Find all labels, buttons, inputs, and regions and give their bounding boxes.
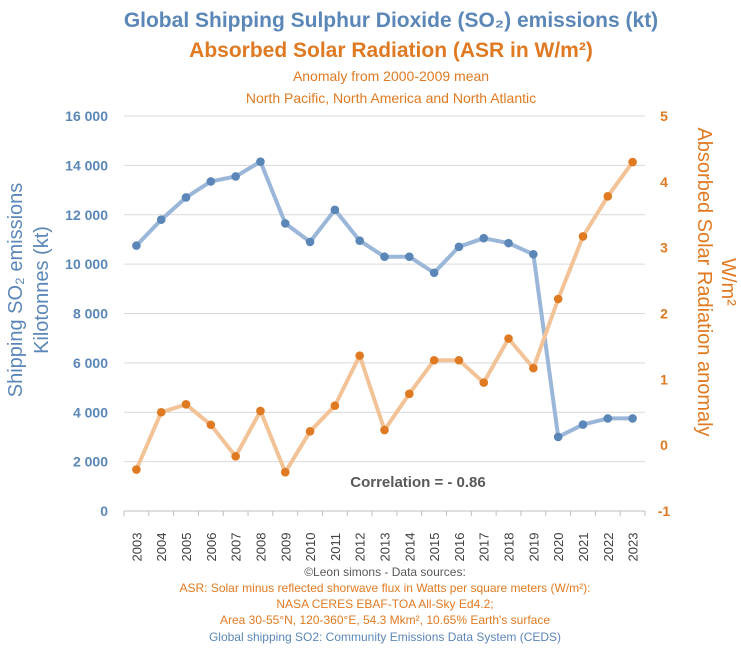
data-point-asr <box>256 406 265 416</box>
left-axis-ticks: 16 000 14 000 12 000 10 000 8 000 6 000 4 000 2… <box>65 108 108 519</box>
left-axis-tick-label: 8 000 <box>73 306 108 322</box>
data-point-so2 <box>479 233 489 243</box>
x-axis-tick-label: 2016 <box>452 533 467 562</box>
left-axis-tick-label: 12 000 <box>65 207 108 223</box>
x-axis-tick-label: 2009 <box>278 533 293 562</box>
right-axis-tick-label: 5 <box>660 108 668 124</box>
data-point-asr <box>479 378 489 387</box>
data-point-asr <box>132 465 141 474</box>
left-axis-unit-label: Kilotonnes (kt) <box>31 226 53 354</box>
left-axis-label: Shipping SO₂ emissions <box>5 183 27 398</box>
data-point-so2 <box>206 177 216 186</box>
source-credit: ©Leon simons - Data sources: <box>304 565 466 579</box>
data-point-asr <box>628 157 637 167</box>
x-axis-tick-label: 2008 <box>253 533 268 562</box>
data-point-so2 <box>578 420 588 429</box>
correlation-annotation: Correlation = - 0.86 <box>350 474 485 491</box>
left-axis-tick-label: 4 000 <box>73 404 108 420</box>
source-ceres: NASA CERES EBAF-TOA All-Sky Ed4.2; <box>276 597 493 611</box>
data-point-asr <box>504 334 513 343</box>
x-axis-tick-label: 2012 <box>353 533 368 562</box>
x-axis-tick-label: 2018 <box>502 533 517 562</box>
data-point-asr <box>206 420 216 430</box>
data-point-so2 <box>156 215 166 224</box>
chart-subtitle-region: North Pacific, North America and North A… <box>246 90 536 106</box>
chart-title-secondary: Absorbed Solar Radiation (ASR in W/m²) <box>189 39 593 62</box>
left-axis-tick-label: 16 000 <box>65 108 108 124</box>
data-point-so2 <box>256 157 265 166</box>
data-point-asr <box>578 232 588 241</box>
data-point-asr <box>355 351 364 360</box>
data-point-asr <box>454 355 464 365</box>
data-point-asr <box>280 467 290 477</box>
data-point-asr <box>181 400 191 409</box>
data-point-asr <box>405 389 414 399</box>
x-axis-tick-label: 2007 <box>229 533 244 562</box>
right-axis-ticks: 5 4 3 2 1 0 -1 <box>658 108 671 519</box>
data-point-so2 <box>454 242 464 252</box>
x-axis-tick-label: 2004 <box>154 533 169 562</box>
x-axis-tick-label: 2003 <box>129 533 144 562</box>
right-axis-tick-label: 2 <box>660 306 668 322</box>
x-axis-tick-label: 2023 <box>626 533 641 562</box>
x-axis-tick-label: 2015 <box>427 533 442 562</box>
right-axis-unit-label: W/m² <box>717 258 739 306</box>
series-group <box>132 157 637 477</box>
data-point-asr <box>553 294 563 304</box>
data-point-asr <box>305 427 315 436</box>
data-point-asr <box>380 425 389 435</box>
data-point-asr <box>156 407 166 417</box>
data-point-so2 <box>280 219 290 228</box>
x-axis-tick-label: 2017 <box>477 533 492 562</box>
x-axis-tick-label: 2006 <box>204 533 219 562</box>
x-axis-tick-label: 2014 <box>402 533 417 562</box>
x-axis-tick-label: 2020 <box>551 533 566 562</box>
left-axis-tick-label: 2 000 <box>73 454 108 470</box>
x-axis-tick-label: 2005 <box>179 533 194 562</box>
right-axis-tick-label: -1 <box>658 503 671 519</box>
right-axis-tick-label: 4 <box>660 174 668 190</box>
x-axis-tick-label: 2022 <box>601 533 616 562</box>
x-axis-tick-label: 2021 <box>576 533 591 562</box>
gridlines <box>123 115 646 516</box>
data-point-so2 <box>603 414 613 423</box>
data-point-so2 <box>231 172 240 181</box>
data-point-so2 <box>181 193 191 202</box>
data-point-so2 <box>132 241 141 250</box>
chart-subtitle: Anomaly from 2000-2009 mean <box>293 68 489 84</box>
data-point-so2 <box>429 268 439 278</box>
data-point-asr <box>529 363 538 373</box>
source-ceds: Global shipping SO2: Community Emissions… <box>209 630 561 644</box>
x-axis-tick-label: 2010 <box>303 533 318 562</box>
x-axis-tick-label: 2019 <box>526 533 541 562</box>
data-point-so2 <box>529 249 538 259</box>
left-axis-tick-label: 0 <box>100 503 108 519</box>
chart-title: Global Shipping Sulphur Dioxide (SO₂) em… <box>124 9 658 32</box>
data-point-so2 <box>405 252 414 262</box>
right-axis-tick-label: 1 <box>660 371 668 387</box>
data-point-asr <box>603 192 613 201</box>
x-axis-tick-label: 2013 <box>378 533 393 562</box>
data-point-so2 <box>628 414 637 423</box>
left-axis-tick-label: 6 000 <box>73 355 108 371</box>
right-axis-tick-label: 0 <box>660 437 668 453</box>
data-point-asr <box>429 355 439 365</box>
data-point-so2 <box>504 238 513 248</box>
left-axis-tick-label: 14 000 <box>65 157 108 173</box>
data-point-so2 <box>380 252 389 262</box>
left-axis-tick-label: 10 000 <box>65 256 108 272</box>
source-area: Area 30-55°N, 120-360°E, 54.3 Mkm², 10.6… <box>220 613 550 627</box>
data-point-so2 <box>553 432 563 442</box>
right-axis-label: Absorbed Solar Radiation anomaly <box>693 127 715 436</box>
right-axis-tick-label: 3 <box>660 240 668 256</box>
x-axis-tick-label: 2011 <box>328 533 343 561</box>
data-point-so2 <box>330 205 340 215</box>
data-point-so2 <box>355 236 364 245</box>
source-asr-definition: ASR: Solar minus reflected shorwave flux… <box>179 581 590 595</box>
data-point-asr <box>330 401 340 410</box>
data-point-asr <box>231 452 240 461</box>
data-point-so2 <box>305 237 315 247</box>
x-axis-ticks: 2003 2004 2005 2006 2007 2008 2009 2010 2011 2012… <box>129 533 640 562</box>
